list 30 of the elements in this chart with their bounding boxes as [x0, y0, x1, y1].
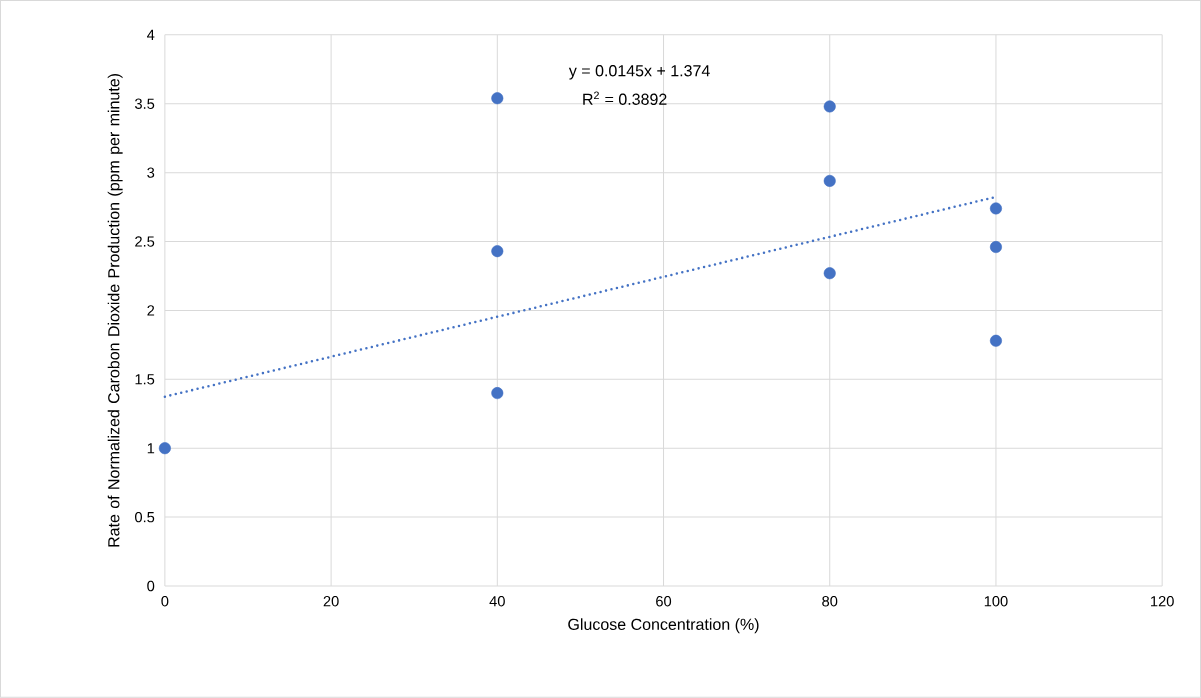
point	[989, 334, 1002, 347]
y-tick-label: 3	[147, 167, 155, 178]
annotation: y = 0.0145x + 1.374	[568, 65, 710, 80]
y-tick-label: 2.5	[135, 236, 155, 247]
x-tick-label: 60	[656, 596, 672, 607]
x-tick-label: 40	[489, 596, 505, 607]
y-tick-label: 2	[147, 305, 155, 316]
point	[823, 174, 836, 187]
point	[491, 92, 504, 105]
annotation: R$^{2}$ = 0.3892	[583, 91, 667, 105]
point	[823, 100, 836, 113]
y-tick-label: 4	[147, 29, 155, 40]
x-tick-label: 100	[984, 596, 1008, 607]
y-tick-label: 3.5	[135, 98, 155, 109]
y-axis-title: Rate of Normalized Carobon Dioxide Production (ppm per minute)	[107, 74, 123, 547]
y-tick-label: 1.5	[135, 374, 155, 385]
point	[989, 241, 1002, 254]
y-tick-label: 0.5	[135, 511, 155, 523]
x-tick-label: 120	[1151, 596, 1174, 607]
x-axis-title: Glucose Concentration (%)	[568, 618, 759, 634]
point	[158, 442, 171, 455]
y-tick-label: 0	[147, 580, 155, 592]
x-tick-label: 80	[822, 596, 838, 607]
y-tick-label: 1	[147, 443, 155, 454]
point	[491, 245, 504, 258]
point	[823, 267, 836, 280]
point	[491, 387, 504, 400]
x-tick-label: 20	[323, 596, 339, 607]
point	[989, 202, 1002, 215]
x-tick-label: 0	[161, 596, 169, 607]
